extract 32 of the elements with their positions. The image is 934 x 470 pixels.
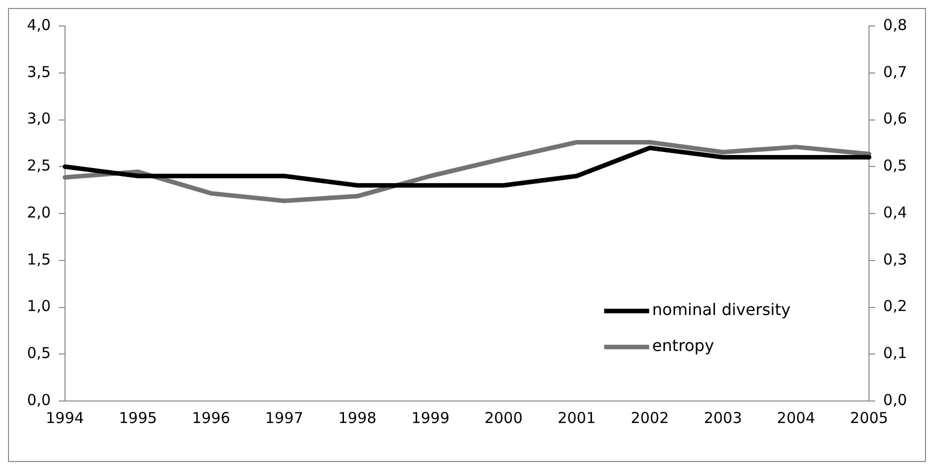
- y2-tick-label: 0,2: [883, 297, 908, 316]
- y-tick-label: 2,5: [26, 156, 51, 175]
- x-tick-label: 2003: [704, 408, 742, 427]
- y-tick-label: 1,5: [26, 250, 51, 268]
- y2-tick-label: 0,1: [883, 344, 908, 362]
- x-tick-label: 1996: [192, 408, 230, 427]
- legend-label: entropy: [652, 336, 714, 356]
- y2-tick-label: 0,6: [883, 110, 908, 128]
- y-tick-label: 0,5: [26, 344, 51, 362]
- x-tick-label: 1999: [411, 408, 450, 427]
- legend-label: nominal diversity: [652, 300, 791, 320]
- y2-tick-label: 0,4: [883, 203, 908, 222]
- x-tick-label: 2000: [484, 408, 523, 427]
- x-tick-label: 1997: [265, 408, 304, 427]
- y2-tick-label: 0,3: [883, 250, 908, 268]
- y-tick-label: 1,0: [26, 297, 51, 316]
- x-tick-label: 1998: [338, 408, 376, 427]
- y2-tick-label: 0,7: [883, 62, 908, 81]
- y-tick-label: 2,0: [26, 203, 51, 222]
- x-tick-label: 2005: [850, 408, 888, 427]
- y-tick-label: 3,5: [26, 62, 51, 81]
- x-tick-label: 2004: [776, 408, 816, 427]
- y2-tick-label: 0,5: [883, 156, 908, 175]
- x-tick-label: 2001: [558, 408, 596, 427]
- y2-tick-label: 0,8: [883, 16, 908, 34]
- x-tick-label: 1994: [46, 408, 84, 427]
- y-tick-label: 0,0: [26, 390, 51, 409]
- x-tick-label: 2002: [630, 408, 669, 427]
- x-tick-label: 1995: [118, 408, 158, 427]
- y-tick-label: 3,0: [26, 110, 51, 128]
- y2-tick-label: 0,0: [883, 390, 908, 409]
- y-tick-label: 4,0: [26, 16, 51, 34]
